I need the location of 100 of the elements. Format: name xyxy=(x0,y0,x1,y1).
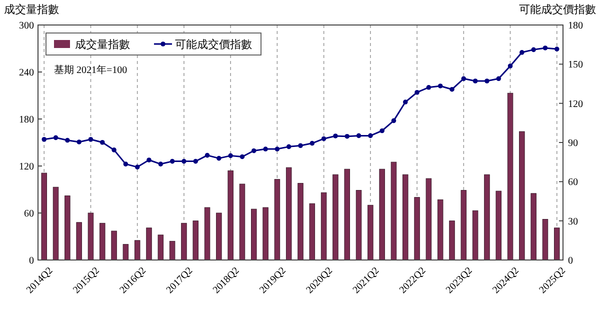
point xyxy=(520,50,524,55)
point xyxy=(76,140,82,144)
point xyxy=(344,134,350,139)
point xyxy=(251,148,256,154)
y-axis-title: 成交量指數 xyxy=(4,3,59,16)
bar xyxy=(76,222,82,260)
bar xyxy=(368,204,374,260)
point xyxy=(112,148,116,152)
point xyxy=(286,144,292,150)
point xyxy=(204,152,210,158)
bar xyxy=(111,230,117,260)
y-tick-label: 300 xyxy=(19,20,34,32)
point xyxy=(496,76,502,82)
point xyxy=(542,46,548,50)
bar xyxy=(519,131,525,260)
bar xyxy=(41,172,47,260)
point xyxy=(461,76,466,82)
point xyxy=(216,156,222,161)
bar xyxy=(298,182,304,260)
bar xyxy=(426,178,432,260)
annotation: 基期 2021年=100 xyxy=(54,64,128,76)
bar xyxy=(181,222,187,260)
point xyxy=(391,118,396,124)
point xyxy=(134,164,140,170)
y2-tick-label: 90 xyxy=(568,138,578,149)
point xyxy=(100,140,105,145)
y2-tick-label: 150 xyxy=(568,60,583,71)
bar xyxy=(356,190,362,260)
point xyxy=(146,158,152,162)
bar xyxy=(100,222,106,260)
y2-tick-label: 120 xyxy=(568,98,583,110)
point xyxy=(333,134,338,138)
bar xyxy=(496,190,502,260)
bar xyxy=(169,240,176,260)
bar xyxy=(449,220,455,260)
point xyxy=(274,146,280,152)
y2-tick-label: 30 xyxy=(568,216,578,228)
y2-tick-label: 0 xyxy=(568,256,573,266)
point xyxy=(508,64,513,68)
bar xyxy=(309,203,316,260)
point xyxy=(484,78,490,84)
point xyxy=(298,143,303,148)
legend-label: 成交量指數 xyxy=(75,38,130,51)
point xyxy=(426,85,432,90)
bar xyxy=(554,228,560,260)
point xyxy=(554,46,560,52)
bar xyxy=(437,199,444,260)
point xyxy=(531,47,536,52)
bar xyxy=(192,220,198,260)
point xyxy=(450,86,454,92)
legend-label: 可能成交價指數 xyxy=(175,38,252,51)
point xyxy=(356,133,362,138)
y-tick-label: 0 xyxy=(29,256,34,266)
point xyxy=(414,90,420,95)
point xyxy=(472,78,478,84)
point xyxy=(193,158,198,164)
bar xyxy=(320,192,327,260)
bar xyxy=(530,193,536,260)
point xyxy=(182,158,186,164)
y2-axis-title: 可能成交價指數 xyxy=(519,3,596,16)
bar xyxy=(414,197,420,260)
point xyxy=(228,153,233,158)
point xyxy=(263,146,268,152)
y-tick-label: 60 xyxy=(24,208,34,220)
y2-tick-label: 180 xyxy=(568,20,583,32)
point xyxy=(321,136,326,142)
bar xyxy=(52,186,59,260)
bar xyxy=(146,228,152,260)
bar xyxy=(204,207,210,260)
bar xyxy=(542,219,548,260)
bar xyxy=(64,196,70,260)
point xyxy=(123,162,128,166)
point xyxy=(65,138,70,143)
point xyxy=(53,135,58,140)
y-tick-label: 180 xyxy=(19,114,34,126)
point xyxy=(88,136,94,142)
bar xyxy=(251,208,257,260)
bar xyxy=(472,210,478,260)
bar xyxy=(507,92,514,260)
point xyxy=(380,128,384,134)
bar xyxy=(402,174,408,260)
point xyxy=(170,158,175,164)
bar xyxy=(460,190,467,260)
bar xyxy=(379,168,385,260)
y2-tick-label: 60 xyxy=(568,177,578,188)
bar xyxy=(262,207,268,260)
bar xyxy=(239,184,246,260)
y-tick-label: 120 xyxy=(19,162,34,172)
point xyxy=(42,136,47,142)
bar xyxy=(286,167,292,260)
point xyxy=(310,140,315,146)
bar xyxy=(122,244,129,260)
point xyxy=(368,133,373,138)
bar xyxy=(344,168,350,260)
bar xyxy=(390,162,397,260)
bar xyxy=(274,179,280,260)
bar xyxy=(484,174,490,260)
point xyxy=(240,154,245,160)
point xyxy=(438,84,443,88)
bar xyxy=(332,174,338,260)
